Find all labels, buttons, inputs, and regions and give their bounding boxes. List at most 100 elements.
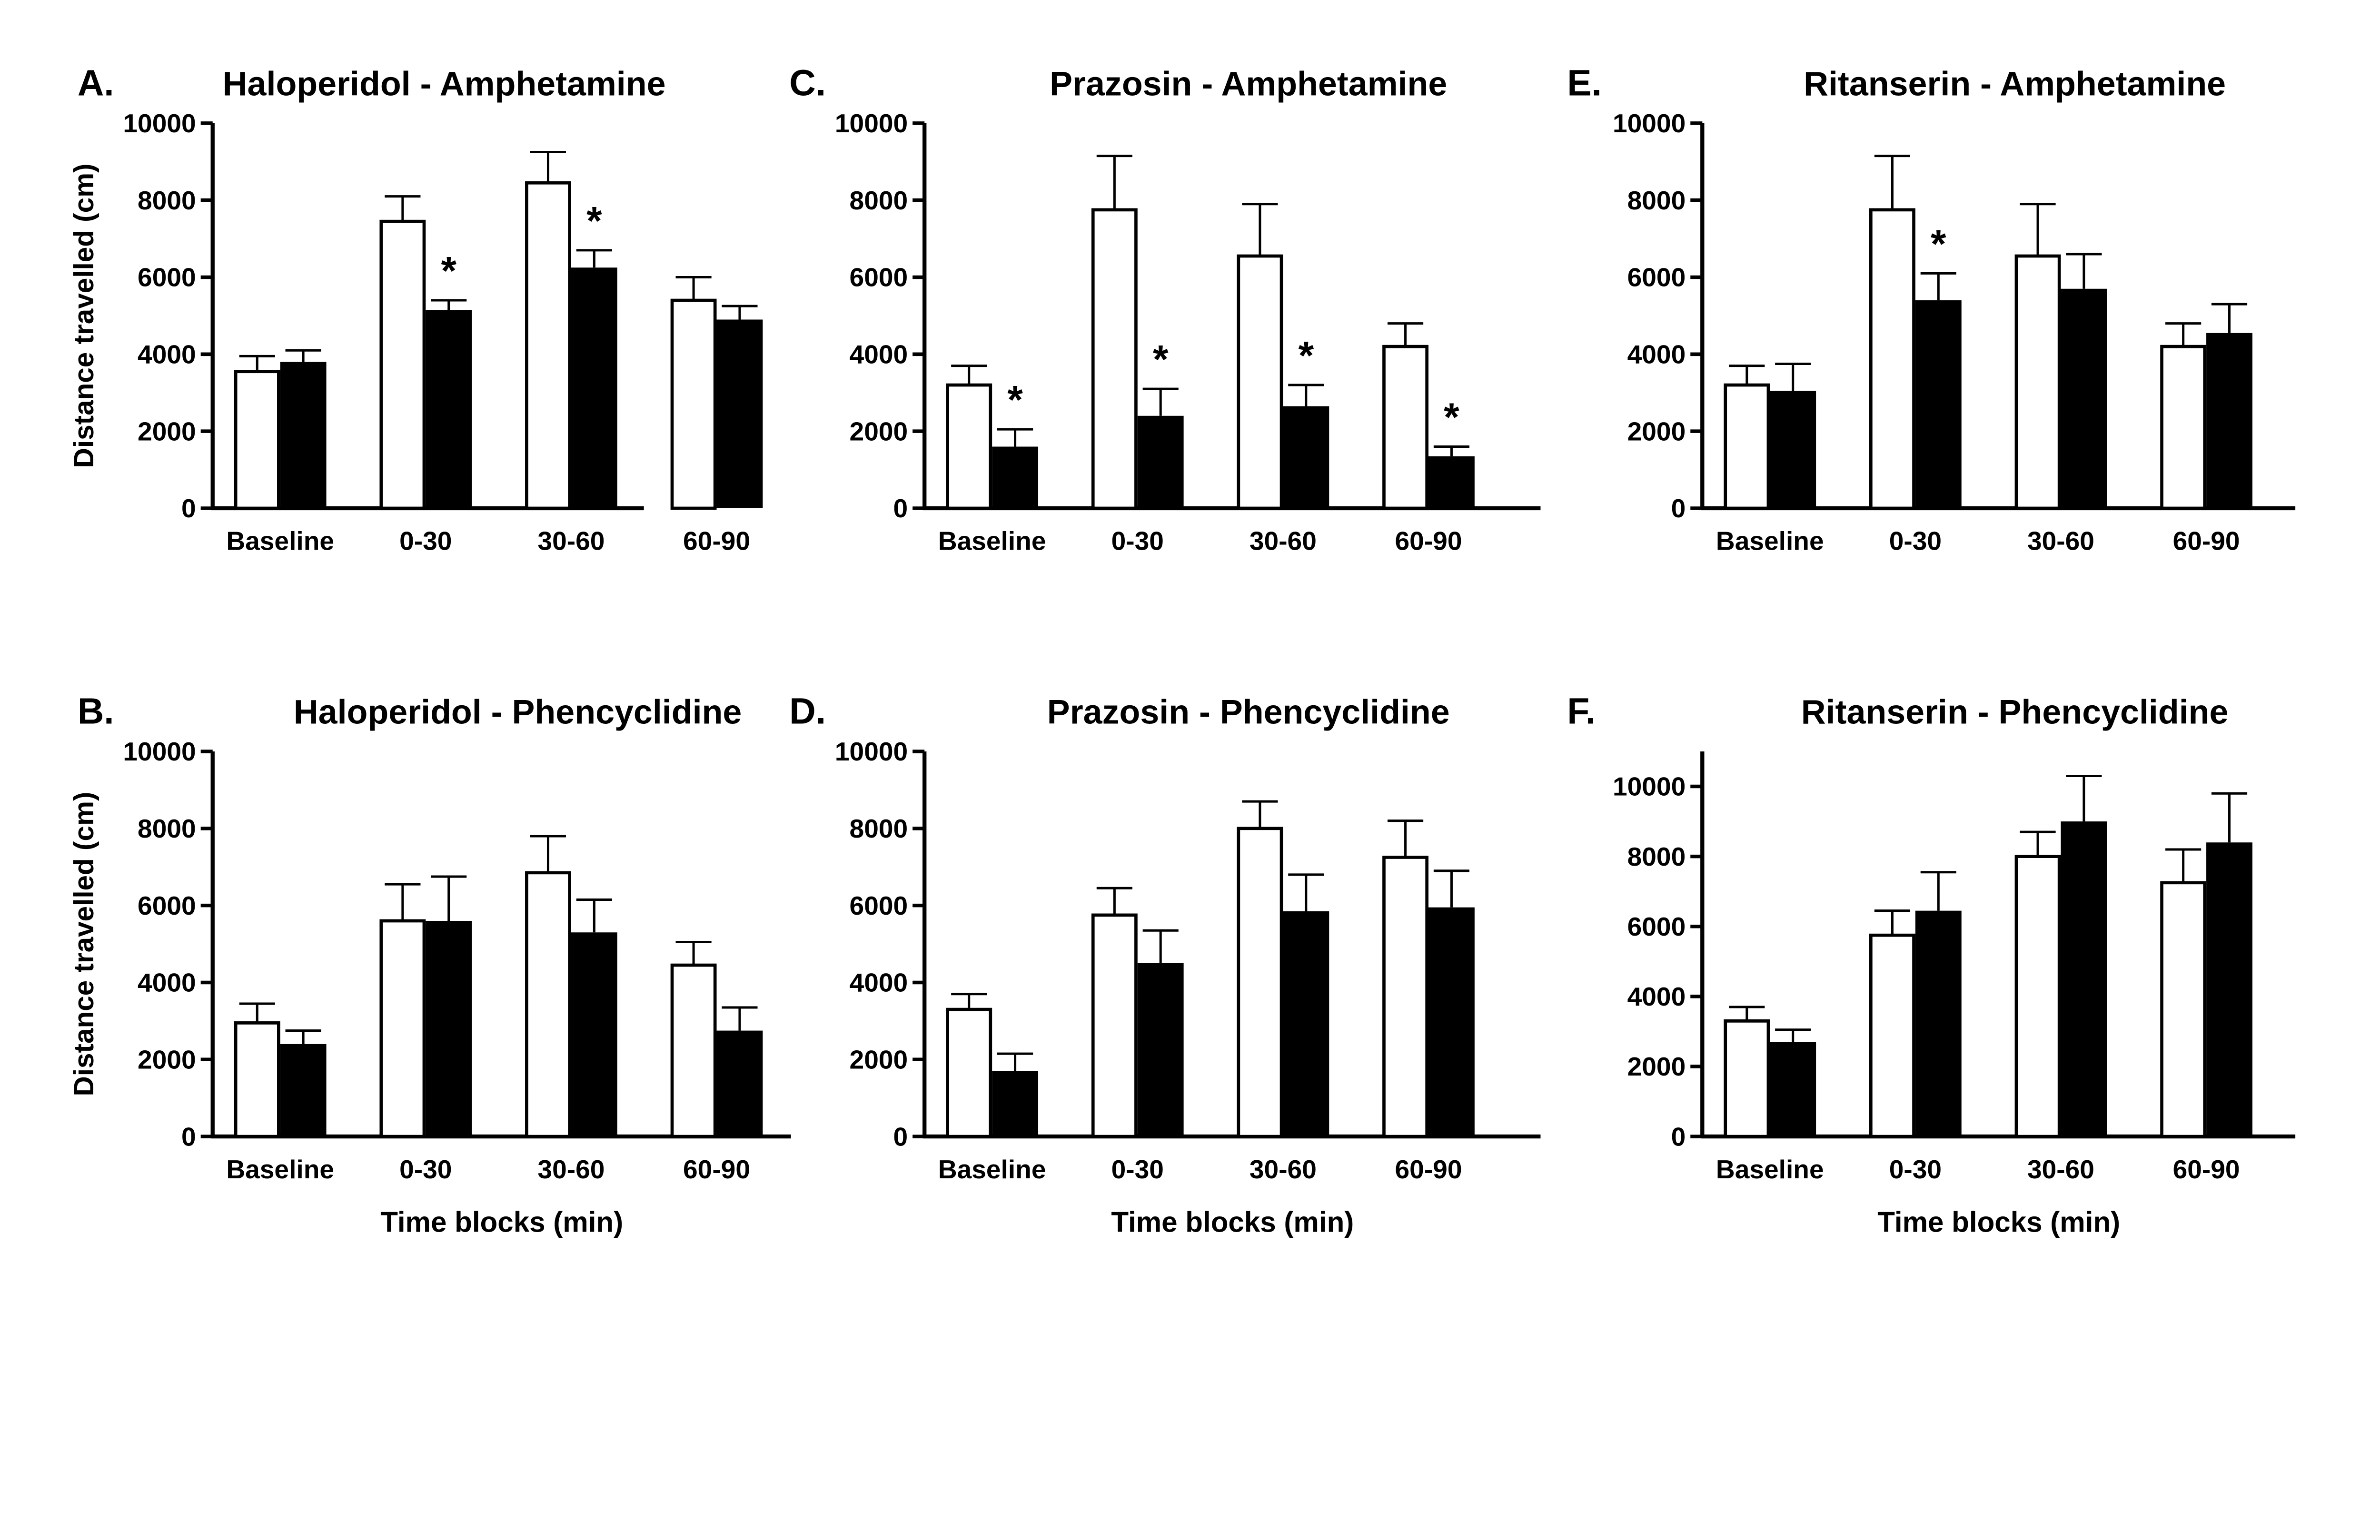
significance-star: * xyxy=(586,198,602,243)
bar xyxy=(1915,910,1962,1137)
x-tick-label: 0-30 xyxy=(1889,526,1942,556)
y-tick-label: 6000 xyxy=(850,891,908,920)
bar xyxy=(670,963,717,1138)
panel-label: D. xyxy=(789,691,826,732)
significance-star: * xyxy=(441,248,456,293)
bar xyxy=(1091,913,1138,1138)
y-tick-label: 6000 xyxy=(138,891,196,920)
bar xyxy=(670,298,717,510)
chart-title: Haloperidol - Amphetamine xyxy=(223,65,666,103)
y-tick-label: 2000 xyxy=(1627,416,1686,446)
bar xyxy=(525,181,571,510)
y-tick-label: 6000 xyxy=(850,263,908,292)
bar xyxy=(280,362,327,508)
panel-d: D. Prazosin - Phencyclidine 0 2000 4000 6000 8… xyxy=(789,691,1541,1238)
chart-title: Prazosin - Amphetamine xyxy=(1050,65,1447,103)
x-tick-label: 30-60 xyxy=(2027,526,2094,556)
x-tick-label: 60-90 xyxy=(683,526,750,556)
bar xyxy=(525,871,571,1138)
y-tick-label: 6000 xyxy=(1627,263,1686,292)
bar xyxy=(571,267,617,508)
significance-star: * xyxy=(1153,337,1169,382)
bar xyxy=(946,1007,992,1138)
bar xyxy=(280,1044,327,1137)
panel-label: F. xyxy=(1567,691,1596,732)
bar xyxy=(2061,288,2107,508)
y-tick-label: 4000 xyxy=(138,340,196,369)
bar xyxy=(1869,933,1915,1138)
x-tick-label: 0-30 xyxy=(1111,1155,1164,1184)
bar xyxy=(1770,391,1816,508)
y-tick-label: 0 xyxy=(1671,1122,1686,1151)
bar xyxy=(1724,383,1770,510)
y-tick-label: 10000 xyxy=(123,737,196,766)
chart-title: Haloperidol - Phencyclidine xyxy=(294,693,742,731)
y-tick-label: 2000 xyxy=(850,1045,908,1074)
y-tick-label: 4000 xyxy=(1627,982,1686,1011)
panel-label: E. xyxy=(1567,62,1602,103)
bar xyxy=(1283,911,1329,1137)
y-tick-label: 0 xyxy=(893,494,908,523)
x-tick-label: Baseline xyxy=(226,1155,334,1184)
y-tick-label: 4000 xyxy=(138,968,196,997)
x-tick-label: 60-90 xyxy=(683,1155,750,1184)
x-tick-label: 30-60 xyxy=(537,526,605,556)
bar xyxy=(571,932,617,1137)
x-tick-label: 30-60 xyxy=(1250,526,1317,556)
bar xyxy=(1137,415,1184,508)
x-tick-label: Baseline xyxy=(1716,1155,1824,1184)
bar xyxy=(1283,406,1329,508)
bar xyxy=(2014,254,2061,510)
y-tick-label: 2000 xyxy=(1627,1052,1686,1081)
x-tick-label: 30-60 xyxy=(537,1155,605,1184)
panel-f: F. Ritanserin - Phencyclidine 0 2000 4000 600… xyxy=(1567,691,2296,1238)
x-tick-label: Baseline xyxy=(226,526,334,556)
x-tick-label: Baseline xyxy=(938,1155,1046,1184)
y-tick-label: 0 xyxy=(1671,494,1686,523)
panel-b: B. Haloperidol - Phencyclidine 0 2000 4000 60… xyxy=(69,691,791,1238)
y-tick-label: 6000 xyxy=(1627,912,1686,941)
bar xyxy=(1869,208,1915,510)
y-tick-label: 4000 xyxy=(1627,340,1686,369)
y-tick-label: 0 xyxy=(181,1122,196,1151)
panel-c: C. Prazosin - Amphetamine 0 2000 4000 6000 800… xyxy=(789,62,1541,556)
x-axis-label: Time blocks (min) xyxy=(1111,1206,1354,1238)
y-tick-label: 10000 xyxy=(123,109,196,138)
panel-e: E. Ritanserin - Amphetamine 0 2000 4000 6000 8… xyxy=(1567,62,2296,556)
y-tick-label: 8000 xyxy=(138,814,196,843)
y-tick-label: 8000 xyxy=(1627,842,1686,871)
y-tick-label: 10000 xyxy=(1613,109,1686,138)
x-tick-label: 60-90 xyxy=(1395,526,1462,556)
bar xyxy=(992,446,1039,508)
y-tick-label: 8000 xyxy=(138,186,196,215)
bar xyxy=(1382,856,1429,1138)
significance-star: * xyxy=(1007,377,1023,422)
x-tick-label: 60-90 xyxy=(2173,1155,2240,1184)
bar xyxy=(1724,1019,1770,1138)
bar xyxy=(234,1021,280,1138)
bar xyxy=(426,310,472,508)
bar xyxy=(2206,842,2252,1137)
y-tick-label: 0 xyxy=(181,494,196,523)
x-tick-label: 30-60 xyxy=(1250,1155,1317,1184)
x-axis-label: Time blocks (min) xyxy=(1877,1206,2120,1238)
panel-a: A. Haloperidol - Amphetamine 0 2000 4000 6000… xyxy=(69,62,763,556)
bar xyxy=(1091,208,1138,510)
y-tick-label: 4000 xyxy=(850,340,908,369)
y-tick-label: 6000 xyxy=(138,263,196,292)
x-tick-label: 0-30 xyxy=(1111,526,1164,556)
bar xyxy=(1770,1042,1816,1137)
x-tick-label: 60-90 xyxy=(2173,526,2240,556)
bar xyxy=(1428,456,1475,508)
bar xyxy=(992,1071,1039,1137)
x-axis-label: Time blocks (min) xyxy=(380,1206,623,1238)
y-tick-label: 8000 xyxy=(1627,186,1686,215)
bar xyxy=(716,1030,763,1137)
x-tick-label: Baseline xyxy=(938,526,1046,556)
x-tick-label: 60-90 xyxy=(1395,1155,1462,1184)
y-tick-label: 10000 xyxy=(1613,772,1686,801)
bar xyxy=(946,383,992,510)
y-tick-label: 2000 xyxy=(138,1045,196,1074)
chart-title: Ritanserin - Amphetamine xyxy=(1804,65,2226,103)
bar xyxy=(716,319,763,508)
